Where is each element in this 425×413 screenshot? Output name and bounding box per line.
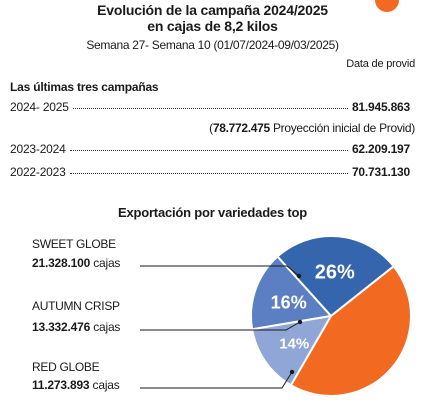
variety-value-autumn-crisp: 13.332.476 cajas xyxy=(32,320,120,334)
leader-dots xyxy=(69,173,348,174)
variety-value-red-globe: 11.273.893 cajas xyxy=(32,378,120,392)
source-note: Data de provid xyxy=(346,58,415,70)
pie-percent-label: 26% xyxy=(315,261,355,283)
unit-label: cajas xyxy=(93,320,121,334)
pie-percent-label: 14% xyxy=(279,336,309,353)
variety-name-sweet-globe: SWEET GLOBE xyxy=(32,237,116,251)
leader-dots xyxy=(69,150,348,151)
pie-slice-red-globe xyxy=(250,314,333,387)
leader-dot xyxy=(289,369,295,375)
variety-boxes: 21.328.100 xyxy=(32,256,91,270)
campaign-label: 2022-2023 xyxy=(10,165,66,179)
chart-subtitle: Semana 27- Semana 10 (01/07/2024-09/03/2… xyxy=(86,38,339,52)
variety-name-red-globe: RED GLOBE xyxy=(32,360,100,374)
variety-value-sweet-globe: 21.328.100 cajas xyxy=(32,256,120,270)
variety-boxes: 13.332.476 xyxy=(32,320,91,334)
campaign-row: 2023-2024 62.209.197 xyxy=(10,142,410,158)
projection-text: Proyección inicial de Provid xyxy=(272,121,412,135)
leader-line-autumn-crisp xyxy=(140,321,301,331)
projection-value: 78.772.475 xyxy=(212,121,270,135)
pie-percent-labels: 26% 16% 14% xyxy=(271,261,355,352)
chart-title-line1: Evolución de la campaña 2024/2025 xyxy=(97,2,328,18)
pie-slice-autumn-crisp xyxy=(250,255,333,331)
campaign-value: 62.209.197 xyxy=(351,142,410,156)
leader-dots xyxy=(72,108,348,109)
campaigns-section-title: Las últimas tres campañas xyxy=(10,80,159,94)
pie-percent-label: 16% xyxy=(271,292,307,312)
variety-name-autumn-crisp: AUTUMN CRISP xyxy=(32,299,120,313)
pie-slice-other xyxy=(289,264,412,397)
unit-label: cajas xyxy=(92,378,120,392)
campaign-row: 2022-2023 70.731.130 xyxy=(10,165,410,181)
leader-dot xyxy=(297,319,303,325)
campaign-value: 70.731.130 xyxy=(351,165,410,179)
decorative-circle xyxy=(375,0,399,12)
projection-note: (78.772.475 Proyección inicial de Provid… xyxy=(209,121,415,135)
variety-boxes: 11.273.893 xyxy=(32,378,90,392)
unit-label: cajas xyxy=(93,256,121,270)
campaign-label: 2024- 2025 xyxy=(10,100,69,114)
campaign-row: 2024- 2025 81.945.863 xyxy=(10,100,410,116)
leader-line-sweet-globe xyxy=(140,265,300,277)
pie-slices xyxy=(250,235,412,397)
chart-title-line2: en cajas de 8,2 kilos xyxy=(147,18,278,34)
export-title: Exportación por variedades top xyxy=(117,205,308,220)
pie-slice-sweet-globe xyxy=(276,235,396,318)
leader-line-red-globe xyxy=(140,371,293,389)
leader-dot xyxy=(296,273,302,279)
campaign-label: 2023-2024 xyxy=(10,142,66,156)
pie-leader-lines xyxy=(140,265,303,389)
campaign-value: 81.945.863 xyxy=(351,100,410,114)
